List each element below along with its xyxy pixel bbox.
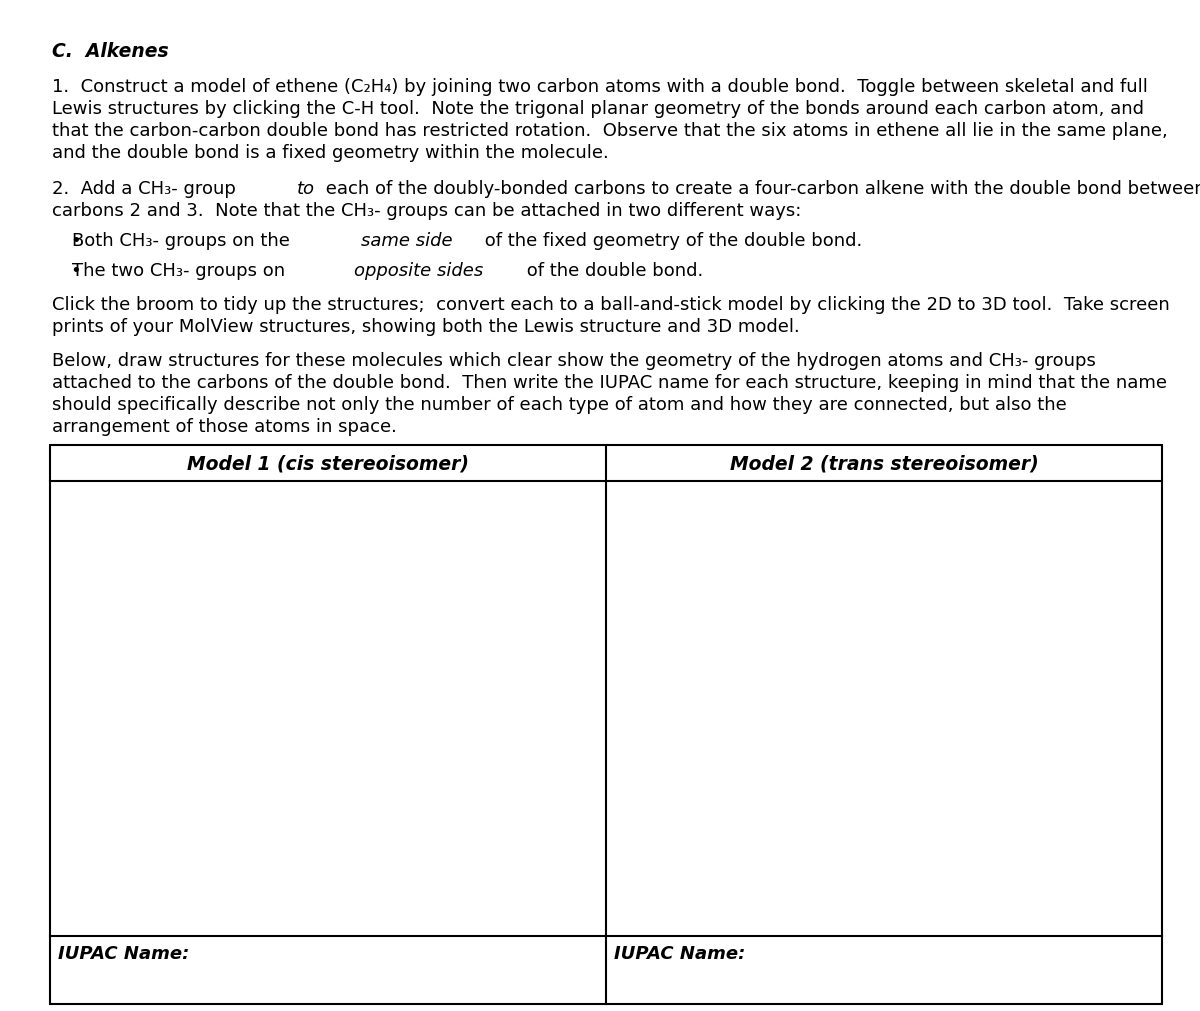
Text: •: • <box>70 232 80 250</box>
Text: attached to the carbons of the double bond.  Then write the IUPAC name for each : attached to the carbons of the double bo… <box>52 374 1166 391</box>
Text: prints of your MolView structures, showing both the Lewis structure and 3D model: prints of your MolView structures, showi… <box>52 317 799 336</box>
Text: arrangement of those atoms in space.: arrangement of those atoms in space. <box>52 418 397 436</box>
Text: that the carbon-carbon double bond has restricted rotation.  Observe that the si: that the carbon-carbon double bond has r… <box>52 122 1168 140</box>
Text: •: • <box>70 262 80 280</box>
Text: 2.  Add a CH₃- group: 2. Add a CH₃- group <box>52 180 241 198</box>
Text: The two CH₃- groups on: The two CH₃- groups on <box>72 262 290 280</box>
Text: IUPAC Name:: IUPAC Name: <box>58 944 190 962</box>
Text: Both CH₃- groups on the: Both CH₃- groups on the <box>72 232 295 250</box>
Text: should specifically describe not only the number of each type of atom and how th: should specifically describe not only th… <box>52 395 1067 413</box>
Text: opposite sides: opposite sides <box>354 262 484 280</box>
Text: 1.  Construct a model of ethene (C₂H₄) by joining two carbon atoms with a double: 1. Construct a model of ethene (C₂H₄) by… <box>52 78 1148 96</box>
Bar <box>50 446 1162 1004</box>
Text: IUPAC Name:: IUPAC Name: <box>614 944 745 962</box>
Text: of the double bond.: of the double bond. <box>521 262 703 280</box>
Text: carbons 2 and 3.  Note that the CH₃- groups can be attached in two different way: carbons 2 and 3. Note that the CH₃- grou… <box>52 202 802 219</box>
Text: and the double bond is a fixed geometry within the molecule.: and the double bond is a fixed geometry … <box>52 144 608 162</box>
Text: to: to <box>296 180 314 198</box>
Text: each of the doubly-bonded carbons to create a four-carbon alkene with the double: each of the doubly-bonded carbons to cre… <box>320 180 1200 198</box>
Text: Model 2 (trans stereoisomer): Model 2 (trans stereoisomer) <box>730 454 1038 473</box>
Text: of the fixed geometry of the double bond.: of the fixed geometry of the double bond… <box>479 232 862 250</box>
Text: Lewis structures by clicking the C-H tool.  Note the trigonal planar geometry of: Lewis structures by clicking the C-H too… <box>52 100 1144 118</box>
Text: same side: same side <box>360 232 452 250</box>
Text: Model 1 (cis stereoisomer): Model 1 (cis stereoisomer) <box>187 454 469 473</box>
Text: C.  Alkenes: C. Alkenes <box>52 42 169 61</box>
Text: Below, draw structures for these molecules which clear show the geometry of the : Below, draw structures for these molecul… <box>52 352 1096 370</box>
Text: Click the broom to tidy up the structures;  convert each to a ball-and-stick mod: Click the broom to tidy up the structure… <box>52 295 1170 313</box>
